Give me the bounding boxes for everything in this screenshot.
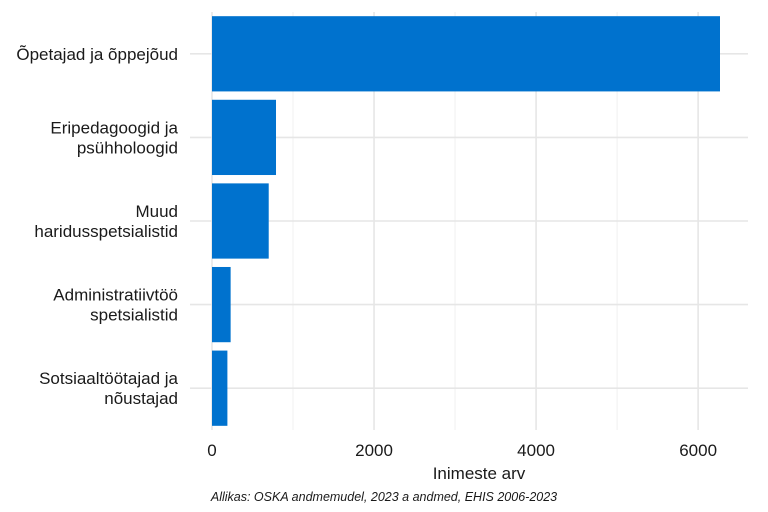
x-tick-label: 6000 — [679, 441, 717, 460]
category-label-line: Muud — [135, 202, 178, 221]
category-label-line: nõustajad — [104, 389, 178, 408]
bar — [212, 16, 720, 92]
x-tick-label: 2000 — [355, 441, 393, 460]
category-label: Administratiivtöö spetsialistid — [53, 286, 178, 325]
bar — [212, 350, 228, 426]
category-label-line: Õpetajad ja õppejõud — [16, 45, 178, 64]
category-label-line: Administratiivtöö — [53, 286, 178, 305]
source-caption: Allikas: OSKA andmemudel, 2023 a andmed,… — [210, 490, 557, 504]
category-label-line: Eripedagoogid ja — [50, 118, 178, 137]
category-labels: Õpetajad ja õppejõud Eripedagoogid ja psüh… — [16, 45, 178, 408]
x-axis-title: Inimeste arv — [433, 464, 526, 483]
bar — [212, 183, 269, 259]
bar — [212, 99, 277, 176]
category-label: Õpetajad ja õppejõud — [16, 45, 178, 64]
bars — [212, 16, 720, 426]
category-label: Muud haridusspetsialistid — [34, 202, 178, 241]
category-label: Sotsiaaltöötajad ja nõustajad — [39, 369, 178, 408]
category-label-line: Sotsiaaltöötajad ja — [39, 369, 178, 388]
category-label-line: haridusspetsialistid — [34, 222, 178, 241]
x-tick-label: 4000 — [517, 441, 555, 460]
category-label-line: psühholoogid — [77, 138, 178, 157]
x-tick-label: 0 — [207, 441, 216, 460]
bar — [212, 266, 231, 343]
category-label: Eripedagoogid ja psühholoogid — [50, 118, 178, 157]
x-tick-labels: 0 2000 4000 6000 — [207, 441, 717, 460]
category-label-line: spetsialistid — [90, 306, 178, 325]
